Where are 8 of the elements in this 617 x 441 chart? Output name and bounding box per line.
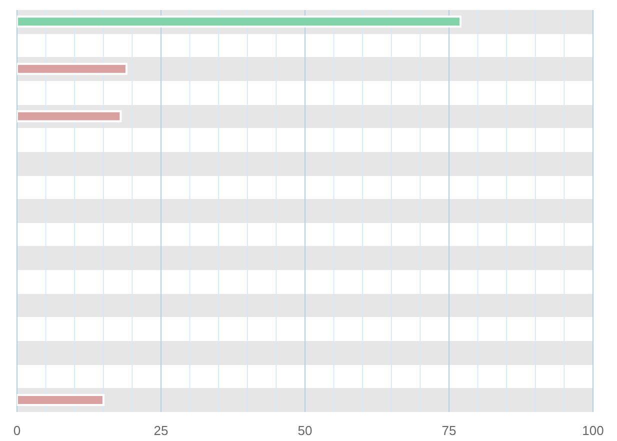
x-tick-label: 0: [13, 423, 21, 438]
x-tick-label: 50: [298, 423, 312, 438]
x-tick-label: 100: [582, 423, 604, 438]
x-tick-label: 75: [442, 423, 456, 438]
bar: [17, 394, 104, 406]
x-tick-label: 25: [154, 423, 168, 438]
bar: [17, 62, 128, 75]
bar: [17, 110, 122, 122]
